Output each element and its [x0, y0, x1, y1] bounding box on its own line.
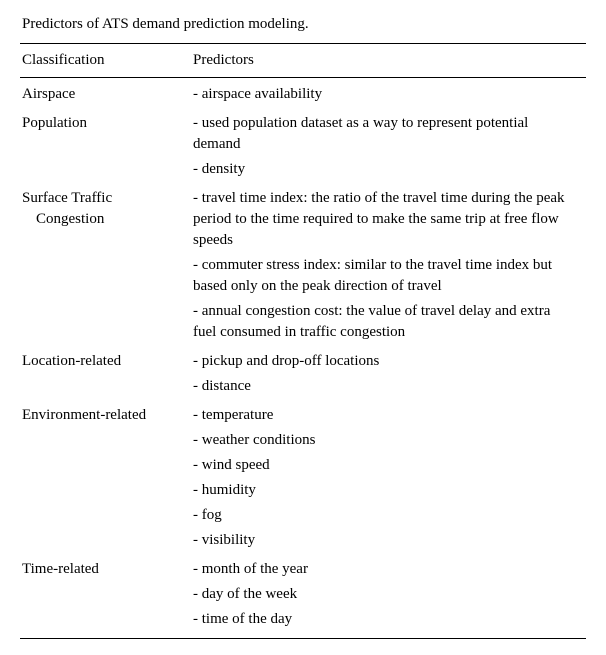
cell-classification — [20, 374, 191, 399]
cell-classification — [20, 582, 191, 607]
cell-predictor: - time of the day — [191, 607, 586, 639]
table-row: - density — [20, 157, 586, 182]
cell-predictor: - pickup and drop-off locations — [191, 345, 586, 374]
cell-classification — [20, 253, 191, 299]
cell-classification — [20, 299, 191, 345]
header-row: Classification Predictors — [20, 44, 586, 78]
cell-classification: Time-related — [20, 553, 191, 582]
classification-line2: Congestion — [22, 211, 104, 227]
table-row: - fog — [20, 503, 586, 528]
cell-predictor: - commuter stress index: similar to the … — [191, 253, 586, 299]
cell-classification — [20, 478, 191, 503]
cell-classification: Population — [20, 107, 191, 157]
cell-predictor: - weather conditions — [191, 428, 586, 453]
header-predictors: Predictors — [191, 44, 586, 78]
cell-predictor: - fog — [191, 503, 586, 528]
table-row: - humidity — [20, 478, 586, 503]
table-row: - commuter stress index: similar to the … — [20, 253, 586, 299]
cell-predictor: - visibility — [191, 528, 586, 553]
cell-predictor: - annual congestion cost: the value of t… — [191, 299, 586, 345]
predictors-table: Classification Predictors Airspace - air… — [20, 43, 586, 639]
cell-predictor: - airspace availability — [191, 78, 586, 108]
table-row: Environment-related - temperature — [20, 399, 586, 428]
cell-classification: Location-related — [20, 345, 191, 374]
classification-line1: Surface Traffic — [22, 190, 112, 206]
table-row: - distance — [20, 374, 586, 399]
cell-predictor: - humidity — [191, 478, 586, 503]
table-row: Location-related - pickup and drop-off l… — [20, 345, 586, 374]
cell-predictor: - used population dataset as a way to re… — [191, 107, 586, 157]
table-row: - day of the week — [20, 582, 586, 607]
table-body: Airspace - airspace availability Populat… — [20, 78, 586, 639]
cell-classification — [20, 503, 191, 528]
cell-predictor: - wind speed — [191, 453, 586, 478]
table-row: Population - used population dataset as … — [20, 107, 586, 157]
table-row: - weather conditions — [20, 428, 586, 453]
cell-classification: Environment-related — [20, 399, 191, 428]
table-row: - wind speed — [20, 453, 586, 478]
cell-classification: Airspace — [20, 78, 191, 108]
table-row: Airspace - airspace availability — [20, 78, 586, 108]
cell-predictor: - distance — [191, 374, 586, 399]
cell-classification — [20, 428, 191, 453]
cell-classification — [20, 528, 191, 553]
cell-predictor: - temperature — [191, 399, 586, 428]
cell-predictor: - density — [191, 157, 586, 182]
cell-classification: Surface Traffic Congestion — [20, 182, 191, 253]
table-row: - visibility — [20, 528, 586, 553]
cell-predictor: - day of the week — [191, 582, 586, 607]
cell-predictor: - travel time index: the ratio of the tr… — [191, 182, 586, 253]
cell-classification — [20, 157, 191, 182]
table-title: Predictors of ATS demand prediction mode… — [20, 16, 586, 33]
table-row: - time of the day — [20, 607, 586, 639]
cell-predictor: - month of the year — [191, 553, 586, 582]
table-row: - annual congestion cost: the value of t… — [20, 299, 586, 345]
table-row: Time-related - month of the year — [20, 553, 586, 582]
cell-classification — [20, 453, 191, 478]
table-row: Surface Traffic Congestion - travel time… — [20, 182, 586, 253]
header-classification: Classification — [20, 44, 191, 78]
cell-classification — [20, 607, 191, 639]
